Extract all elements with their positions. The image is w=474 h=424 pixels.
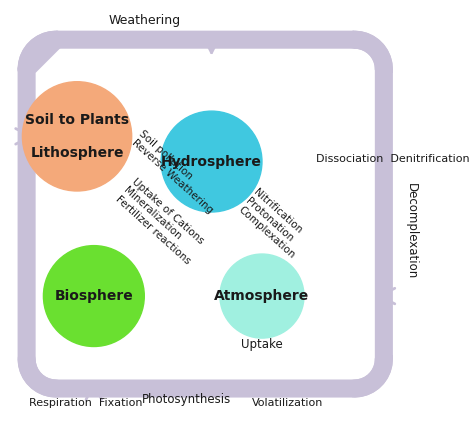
Text: Dissociation  Denitrification: Dissociation Denitrification bbox=[316, 154, 469, 165]
Text: Decomplexation: Decomplexation bbox=[405, 183, 418, 279]
Circle shape bbox=[161, 111, 262, 212]
Text: Hydrosphere: Hydrosphere bbox=[161, 155, 262, 169]
Text: Weathering: Weathering bbox=[108, 14, 180, 27]
Text: Soil pollution
Reverse Weathering: Soil pollution Reverse Weathering bbox=[129, 129, 222, 215]
Text: Nitrification
Protonation
Complexation: Nitrification Protonation Complexation bbox=[236, 187, 312, 260]
Circle shape bbox=[44, 245, 144, 346]
Circle shape bbox=[220, 254, 304, 338]
Text: Photosynthesis: Photosynthesis bbox=[142, 393, 231, 405]
Circle shape bbox=[22, 82, 132, 191]
Text: Biosphere: Biosphere bbox=[55, 289, 133, 303]
Text: Soil to Plants

Lithosphere: Soil to Plants Lithosphere bbox=[25, 113, 129, 159]
Text: Volatilization: Volatilization bbox=[252, 398, 323, 408]
Text: Respiration  Fixation: Respiration Fixation bbox=[29, 398, 142, 408]
Text: Uptake: Uptake bbox=[241, 338, 283, 351]
Text: Uptake of Cations
Mineralization
Fertilizer reactions: Uptake of Cations Mineralization Fertili… bbox=[114, 176, 208, 266]
Text: Atmosphere: Atmosphere bbox=[214, 289, 310, 303]
